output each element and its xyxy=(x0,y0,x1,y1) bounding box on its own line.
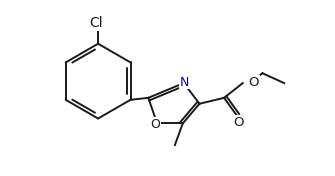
Text: N: N xyxy=(180,76,189,89)
Text: O: O xyxy=(233,116,244,129)
Text: O: O xyxy=(150,118,160,131)
Text: O: O xyxy=(249,76,259,89)
Text: Cl: Cl xyxy=(89,16,103,30)
